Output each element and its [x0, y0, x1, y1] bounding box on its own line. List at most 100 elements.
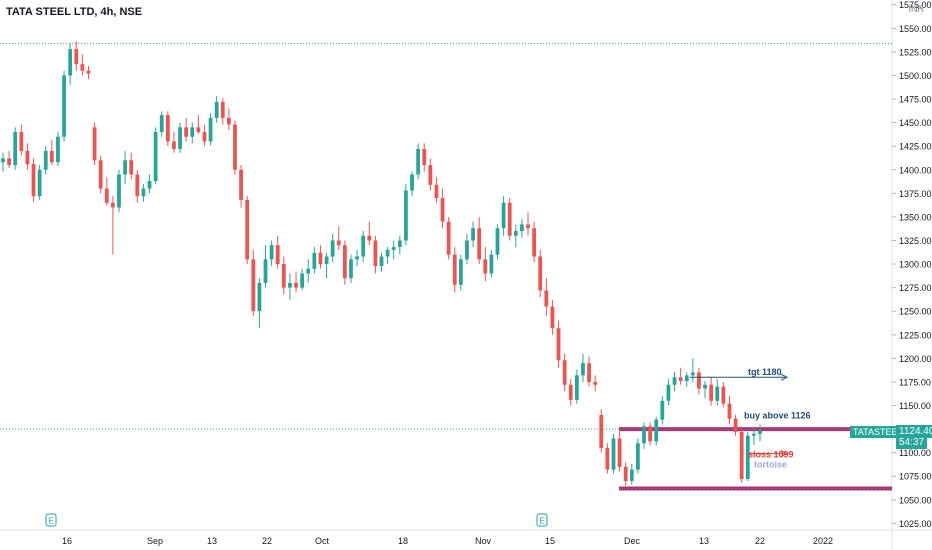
candle-up	[465, 240, 469, 260]
y-tick-label: 1050.00	[899, 495, 932, 505]
y-tick-label: 1150.00	[899, 401, 931, 411]
candle-up	[385, 249, 390, 257]
candle-up	[43, 150, 48, 170]
candle-down	[697, 372, 701, 389]
earnings-event-label: E	[48, 517, 53, 526]
candle-down	[318, 252, 323, 265]
y-tick-label: 1225.00	[899, 330, 932, 340]
candle-down	[434, 184, 439, 199]
candle-down	[733, 418, 738, 432]
candle-down	[129, 160, 134, 175]
candle-down	[483, 259, 488, 274]
candle-up	[1, 158, 5, 163]
candle-down	[172, 141, 176, 150]
y-tick-label: 1250.00	[899, 307, 932, 317]
candle-up	[269, 245, 274, 260]
candle-down	[721, 386, 726, 404]
candle-up	[471, 228, 475, 241]
candle-up	[263, 259, 268, 283]
candle-up	[355, 256, 359, 260]
candle-up	[520, 224, 524, 232]
candle-up	[581, 363, 585, 376]
candle-up	[501, 202, 506, 229]
candle-up	[458, 259, 463, 285]
y-tick-label: 1175.00	[899, 377, 931, 387]
candle-down	[709, 384, 714, 401]
y-tick-label: 1350.00	[899, 212, 932, 222]
candle-up	[147, 181, 152, 189]
candle-down	[49, 150, 54, 163]
candle-down	[587, 363, 591, 382]
earnings-event-icon[interactable]	[536, 513, 548, 527]
candle-down	[593, 381, 598, 385]
y-tick-label: 1575.00	[899, 0, 932, 10]
ticker-tag: TATASTEEL	[850, 426, 906, 438]
y-tick-label: 1200.00	[899, 354, 932, 364]
candle-up	[629, 469, 634, 481]
candle-up	[495, 228, 500, 255]
x-tick-label: 15	[545, 536, 555, 546]
candle-up	[379, 256, 384, 266]
candle-down	[104, 188, 109, 203]
x-tick-label: Oct	[315, 536, 330, 546]
y-tick-label: 1275.00	[899, 283, 932, 293]
candle-up	[715, 386, 720, 401]
candle-up	[752, 433, 756, 436]
candle-down	[342, 245, 347, 279]
candle-up	[636, 443, 640, 470]
candle-up	[214, 101, 219, 118]
stoploss-arrowhead-icon	[780, 450, 789, 458]
candle-down	[251, 259, 256, 312]
candle-up	[745, 435, 750, 480]
candle-down	[367, 235, 372, 241]
candle-down	[294, 282, 298, 288]
candle-up	[416, 149, 421, 175]
candle-up	[257, 282, 262, 312]
candle-up	[684, 375, 689, 381]
x-tick-label: Nov	[475, 536, 492, 546]
candle-down	[165, 115, 170, 142]
candle-up	[574, 375, 579, 400]
candle-up	[141, 188, 146, 197]
x-tick-label: 16	[62, 536, 72, 546]
x-tick-label: 22	[262, 536, 272, 546]
candle-up	[489, 254, 494, 274]
candle-down	[507, 202, 512, 236]
candle-up	[306, 268, 311, 274]
candle-down	[452, 254, 457, 285]
candle-down	[19, 132, 24, 151]
candle-down	[526, 224, 530, 229]
candle-down	[92, 127, 97, 161]
candle-up	[37, 169, 42, 197]
candle-down	[196, 127, 201, 133]
candle-down	[562, 360, 567, 385]
candle-down	[80, 64, 85, 71]
candle-up	[300, 273, 305, 288]
candle-up	[117, 174, 121, 208]
candle-down	[98, 160, 103, 189]
candle-down	[25, 150, 30, 165]
y-tick-label: 1375.00	[899, 189, 932, 199]
x-tick-label: 13	[207, 536, 217, 546]
target-arrowhead-icon	[780, 373, 789, 381]
earnings-event-icon[interactable]	[45, 513, 57, 527]
candle-down	[617, 438, 622, 467]
candle-up	[690, 372, 695, 376]
y-tick-label: 1400.00	[899, 165, 932, 175]
candle-up	[349, 259, 353, 279]
candle-down	[623, 466, 628, 481]
annotation-label: buy above 1126	[744, 411, 811, 421]
candle-down	[202, 132, 207, 142]
candle-down	[373, 240, 378, 266]
candle-up	[13, 132, 18, 166]
candle-down	[184, 127, 189, 137]
y-tick-label: 1500.00	[899, 71, 932, 81]
candle-down	[336, 240, 341, 246]
candle-down	[110, 202, 115, 208]
candle-up	[330, 240, 335, 257]
candle-down	[275, 245, 280, 265]
candle-up	[178, 127, 182, 150]
candle-down	[135, 174, 140, 197]
